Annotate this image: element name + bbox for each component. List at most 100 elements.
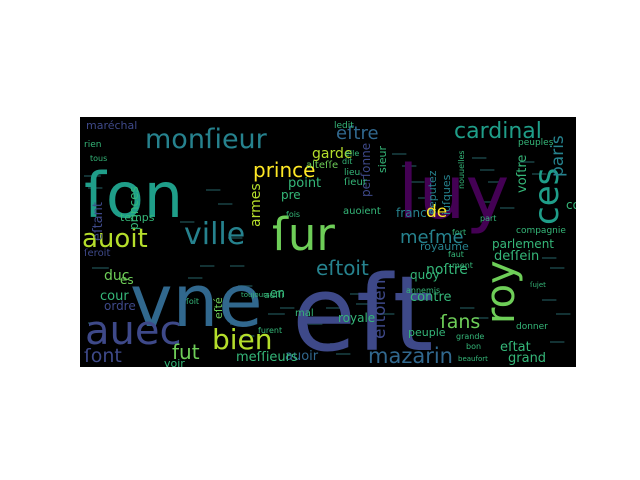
cloud-word: ordre bbox=[104, 299, 136, 313]
filler-word-mark bbox=[380, 313, 395, 315]
cloud-word: ment bbox=[452, 261, 473, 270]
cloud-word: voſtre bbox=[515, 155, 530, 193]
cloud-word: ces bbox=[527, 168, 567, 225]
cloud-word: auoient bbox=[343, 206, 381, 217]
cloud-word: contre bbox=[410, 290, 452, 305]
filler-word-mark bbox=[392, 153, 407, 155]
cloud-word: rien bbox=[84, 140, 101, 150]
cloud-word: faut bbox=[448, 250, 464, 259]
cloud-word: duc bbox=[104, 268, 129, 284]
cloud-word: quoy bbox=[410, 268, 440, 282]
cloud-word: auec bbox=[85, 308, 181, 354]
cloud-word: noſtre bbox=[426, 262, 468, 278]
cloud-word: con bbox=[566, 198, 576, 212]
filler-word-mark bbox=[88, 322, 103, 324]
filler-word-mark bbox=[550, 341, 565, 343]
cloud-word: eſtre bbox=[336, 123, 379, 144]
filler-word-mark bbox=[308, 323, 323, 325]
filler-word-mark bbox=[542, 299, 557, 301]
cloud-word: ville bbox=[184, 217, 245, 252]
cloud-word: eſtant bbox=[91, 202, 106, 241]
cloud-word: alteſſe bbox=[306, 160, 338, 171]
cloud-word: es bbox=[120, 273, 134, 287]
cloud-word: fois bbox=[286, 210, 300, 219]
cloud-word: ſeroit bbox=[84, 248, 110, 259]
cloud-word: cour bbox=[100, 289, 129, 304]
cloud-word: pre bbox=[281, 188, 301, 202]
cloud-word: mazarin bbox=[368, 344, 453, 367]
filler-word-mark bbox=[268, 313, 285, 315]
cloud-word: nouuelles bbox=[457, 150, 466, 189]
cloud-word: de bbox=[426, 202, 447, 222]
filler-word-mark bbox=[330, 343, 345, 345]
cloud-word: fort bbox=[452, 228, 466, 237]
filler-word-mark bbox=[218, 203, 233, 205]
filler-word-mark bbox=[402, 165, 417, 167]
cloud-word: ſon bbox=[84, 159, 183, 232]
cloud-word: maréchal bbox=[86, 119, 137, 132]
cloud-word: peuples bbox=[518, 138, 554, 148]
cloud-word: compagnie bbox=[516, 226, 566, 236]
cloud-word: ſoit bbox=[186, 297, 199, 306]
filler-word-mark bbox=[84, 175, 101, 177]
filler-word-mark bbox=[200, 265, 215, 267]
filler-word-mark bbox=[474, 317, 489, 319]
cloud-word: en bbox=[270, 286, 285, 300]
word-cloud-canvas: ſon luy vne eſt roy auec ſur monſieur cardinal eſ… bbox=[82, 119, 576, 367]
filler-word-mark bbox=[320, 297, 335, 299]
filler-word-mark bbox=[356, 303, 371, 305]
filler-word-mark bbox=[188, 277, 203, 279]
cloud-word: toujours bbox=[241, 291, 270, 299]
word-cloud: ſon luy vne eſt roy auec ſur monſieur cardinal eſ… bbox=[80, 117, 576, 367]
filler-word-mark bbox=[542, 257, 557, 259]
cloud-word: garde bbox=[312, 146, 352, 162]
cloud-word: auoit bbox=[82, 224, 148, 254]
cloud-word: vne bbox=[130, 259, 263, 343]
cloud-word: eſtoient bbox=[370, 273, 390, 339]
cloud-word: eſté bbox=[212, 297, 225, 319]
cloud-word: luy bbox=[398, 150, 509, 236]
filler-word-mark bbox=[480, 169, 495, 171]
filler-word-mark bbox=[532, 173, 547, 175]
cloud-word: bien bbox=[212, 323, 273, 356]
filler-word-mark bbox=[550, 267, 565, 269]
filler-word-mark bbox=[460, 307, 475, 309]
cloud-word: parlement bbox=[492, 237, 554, 251]
cloud-word: armes bbox=[248, 183, 264, 227]
filler-word-mark bbox=[480, 201, 495, 203]
filler-word-mark bbox=[92, 267, 109, 269]
cloud-word: grande bbox=[456, 332, 484, 341]
filler-word-mark bbox=[326, 307, 341, 309]
filler-word-mark bbox=[280, 307, 295, 309]
cloud-word: voir bbox=[164, 357, 185, 367]
cloud-word: point bbox=[288, 176, 321, 191]
cloud-word: ſans bbox=[440, 311, 480, 333]
cloud-word: temps bbox=[120, 211, 155, 224]
filler-word-mark bbox=[238, 285, 253, 287]
filler-word-mark bbox=[228, 237, 243, 239]
filler-word-mark bbox=[520, 161, 535, 163]
filler-word-mark bbox=[230, 323, 245, 325]
filler-word-mark bbox=[472, 157, 487, 159]
cloud-word: elle bbox=[345, 149, 359, 158]
cloud-word: sieur bbox=[376, 145, 389, 173]
filler-word-mark bbox=[230, 265, 245, 267]
cloud-word: meſſieurs bbox=[236, 350, 298, 365]
cloud-word: roy bbox=[478, 260, 524, 324]
cloud-word: royaume bbox=[420, 240, 469, 253]
cloud-word: part bbox=[480, 214, 496, 223]
cloud-word: lieu bbox=[344, 168, 360, 178]
filler-word-mark bbox=[410, 181, 425, 183]
filler-word-mark bbox=[488, 181, 503, 183]
cloud-word: mal bbox=[295, 308, 314, 319]
cloud-word: eſtat bbox=[500, 340, 531, 355]
cloud-word: france bbox=[396, 206, 434, 220]
cloud-word: fut bbox=[172, 340, 200, 364]
filler-word-mark bbox=[418, 197, 433, 199]
cloud-word: meſme bbox=[400, 227, 464, 248]
cloud-word: ſont bbox=[84, 345, 122, 367]
cloud-word: ledit bbox=[334, 121, 354, 131]
cloud-word: iuſques bbox=[440, 174, 453, 215]
cloud-word: bon bbox=[466, 342, 481, 351]
cloud-word: ſur bbox=[272, 208, 335, 261]
